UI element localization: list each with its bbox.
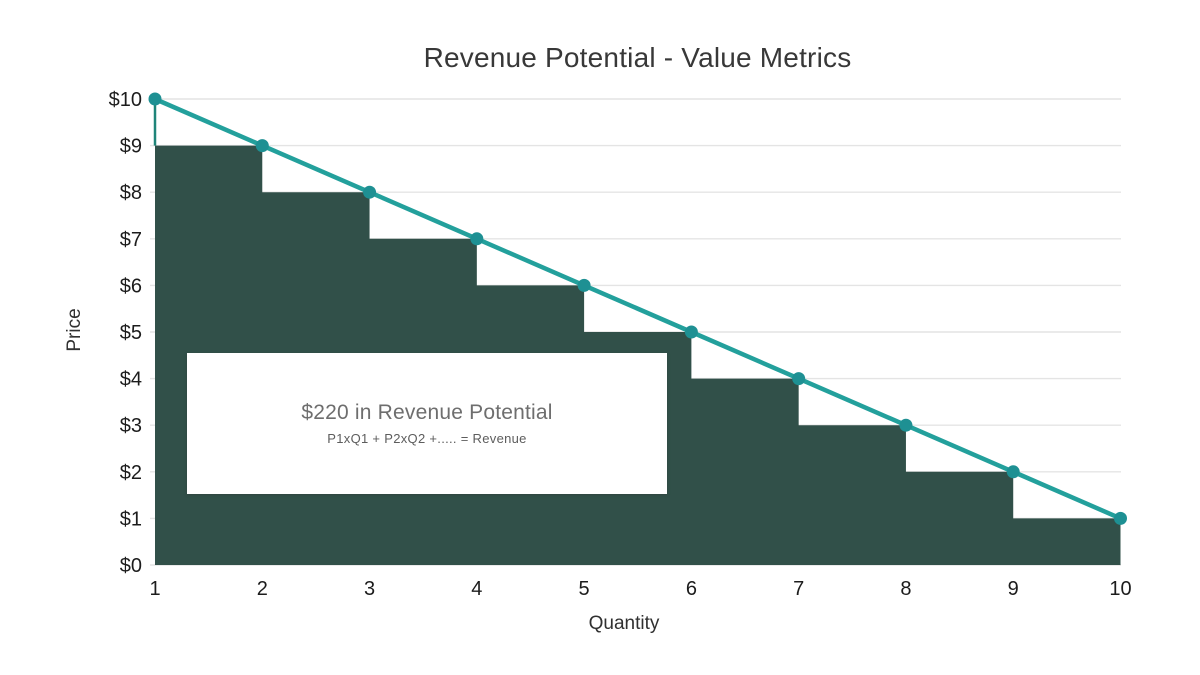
y-tick-label: $7 [120, 229, 142, 251]
x-tick-label: 1 [149, 578, 160, 600]
chart-title: Revenue Potential - Value Metrics [423, 42, 852, 73]
x-tick-label: 6 [686, 578, 697, 600]
y-tick-label: $0 [120, 555, 142, 577]
y-tick-label: $5 [120, 322, 142, 344]
demand-line [152, 96, 1123, 521]
data-point-dot [470, 232, 484, 246]
x-tick-label: 10 [1109, 578, 1131, 600]
x-tick-label: 9 [1008, 578, 1019, 600]
data-point-dot [363, 185, 377, 199]
x-tick-label: 4 [471, 578, 482, 600]
data-point-dot [1114, 511, 1127, 525]
y-tick-label: $4 [120, 369, 142, 391]
y-tick-label: $2 [120, 462, 142, 484]
y-tick-label: $6 [120, 275, 142, 297]
x-axis-label: Quantity [588, 613, 660, 634]
annotation-formula: P1xQ1 + P2xQ2 +..... = Revenue [327, 431, 527, 446]
x-tick-label: 5 [579, 578, 590, 600]
data-point-dot [577, 278, 591, 292]
data-point-dot [1006, 465, 1020, 479]
data-point-dot [255, 139, 269, 153]
x-tick-label: 2 [257, 578, 268, 600]
y-tick-label: $3 [120, 415, 142, 437]
data-point-dot [792, 372, 806, 386]
data-point-dot [148, 92, 162, 106]
y-tick-label: $9 [120, 136, 142, 158]
data-point-dot [899, 418, 913, 432]
x-tick-label: 3 [364, 578, 375, 600]
y-tick-label: $8 [120, 182, 142, 204]
y-tick-label: $1 [120, 508, 142, 530]
annotation-heading: $220 in Revenue Potential [301, 401, 553, 424]
x-tick-label: 8 [900, 578, 911, 600]
y-tick-label: $10 [109, 89, 142, 111]
x-tick-label: 7 [793, 578, 804, 600]
annotation-box: $220 in Revenue Potential P1xQ1 + P2xQ2 … [187, 353, 667, 494]
data-point-dot [684, 325, 698, 339]
